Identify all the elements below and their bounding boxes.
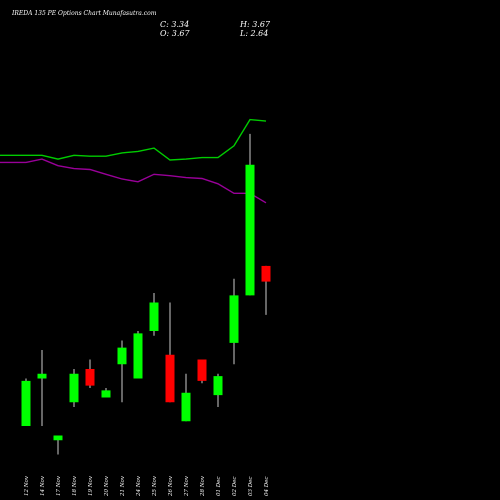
candle: [101, 388, 111, 398]
ma-fast-line: [0, 118, 267, 161]
x-axis-labels: 12 Nov 14 Nov 17 Nov 18 Nov 19 Nov 20 Nov 21 N…: [24, 475, 270, 497]
moving-average-lines: [0, 118, 267, 204]
chart-title: IREDA 135 PE Options Chart Munafasutra.c…: [12, 10, 157, 17]
x-tick-label: 25 Nov: [152, 475, 158, 497]
candle-body: [213, 376, 223, 396]
candle-body: [37, 373, 47, 379]
candle: [37, 350, 47, 426]
open-value: O: 3.67: [160, 29, 190, 38]
candle: [165, 302, 175, 403]
x-tick-label: 21 Nov: [120, 475, 126, 497]
candle-body: [69, 373, 79, 403]
candle-body: [245, 164, 255, 296]
x-tick-label: 01 Dec: [216, 477, 222, 497]
candle: [213, 373, 223, 407]
x-tick-label: 17 Nov: [56, 475, 62, 496]
candle: [181, 373, 191, 422]
candle-body: [181, 392, 191, 422]
candle: [149, 293, 159, 336]
x-tick-label: 14 Nov: [40, 475, 46, 496]
candle: [117, 340, 127, 403]
x-tick-label: 02 Dec: [232, 477, 238, 497]
candle: [229, 278, 239, 365]
low-value: L: 2.64: [240, 29, 269, 38]
x-tick-label: 28 Nov: [200, 475, 206, 497]
candle: [53, 435, 63, 455]
candle: [69, 369, 79, 407]
candle-body: [85, 369, 95, 386]
candle-body: [101, 390, 111, 398]
x-tick-label: 27 Nov: [184, 475, 190, 497]
candle: [261, 265, 271, 315]
x-tick-label: 24 Nov: [136, 475, 142, 497]
candle: [245, 133, 255, 296]
ma-slow-line: [0, 158, 267, 204]
x-tick-label: 18 Nov: [72, 475, 78, 496]
candle-body: [117, 347, 127, 365]
candle: [21, 378, 31, 426]
candle-body: [229, 295, 239, 343]
candle-body: [197, 359, 207, 381]
candle-body: [261, 265, 271, 282]
candle-body: [165, 354, 175, 403]
x-tick-label: 26 Nov: [168, 475, 174, 497]
x-tick-label: 03 Dec: [248, 477, 254, 497]
candle-body: [21, 380, 31, 426]
close-value: C: 3.34: [160, 20, 190, 29]
candle: [85, 359, 95, 388]
candle: [197, 359, 207, 384]
x-tick-label: 19 Nov: [88, 475, 94, 496]
candle: [133, 331, 143, 379]
x-tick-label: 20 Nov: [104, 475, 110, 497]
candle-body: [149, 302, 159, 331]
x-tick-label: 12 Nov: [24, 475, 30, 496]
high-value: H: 3.67: [240, 20, 271, 29]
candles: [21, 133, 271, 455]
x-tick-label: 04 Dec: [264, 477, 270, 497]
candle-body: [133, 333, 143, 379]
candle-body: [53, 435, 63, 441]
